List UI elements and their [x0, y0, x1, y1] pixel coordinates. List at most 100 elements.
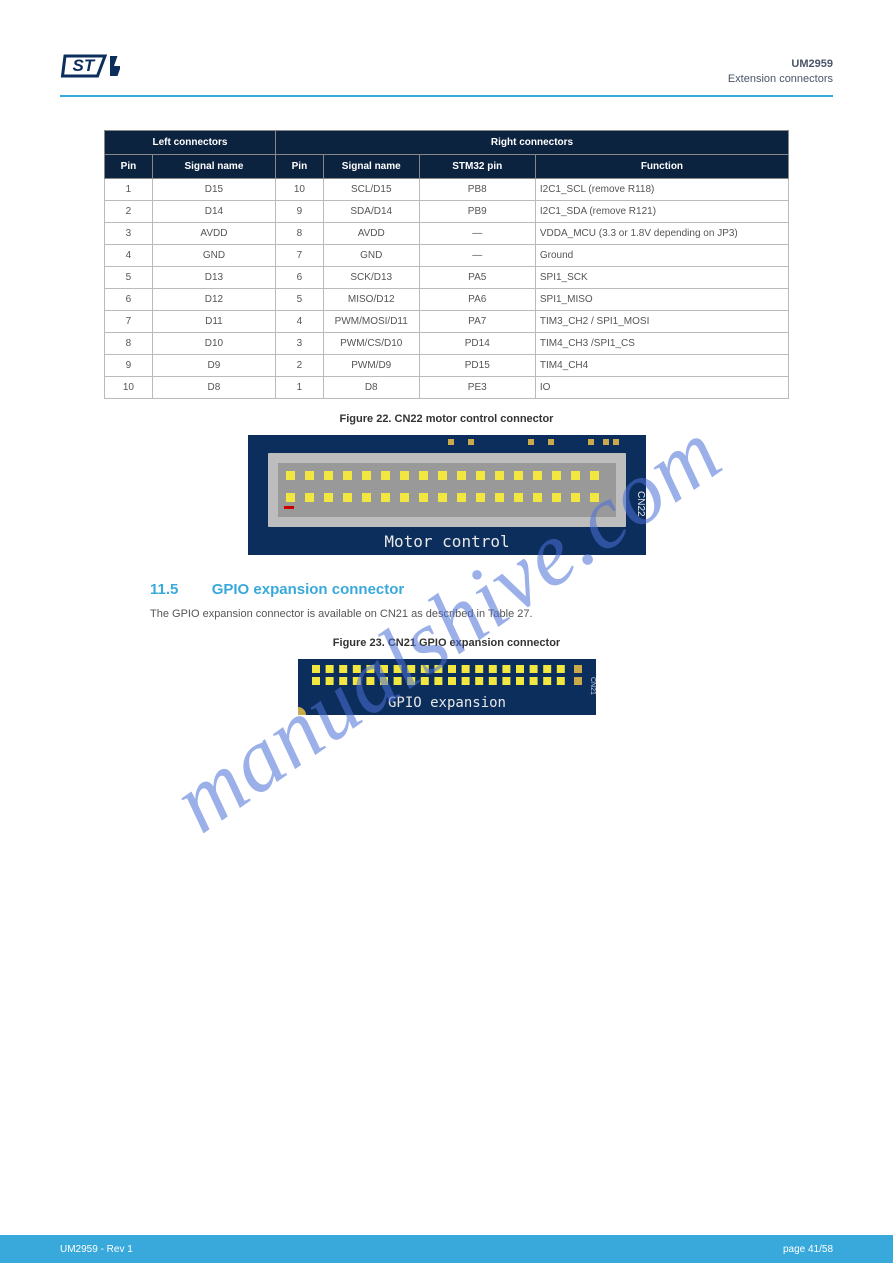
table-cell: VDDA_MCU (3.3 or 1.8V depending on JP3) [535, 223, 788, 245]
table-cell: PB8 [419, 179, 535, 201]
table-cell: — [419, 245, 535, 267]
table-cell: 2 [275, 355, 323, 377]
svg-text:CN21: CN21 [589, 677, 596, 695]
table-cell: GND [152, 245, 275, 267]
table-cell: SPI1_SCK [535, 267, 788, 289]
table-row: 4GND7GND—Ground [105, 245, 789, 267]
column-header: Signal name [323, 155, 419, 179]
table-row: 8D103PWM/CS/D10PD14TIM4_CH3 /SPI1_CS [105, 333, 789, 355]
st-logo: ST [60, 50, 120, 87]
gpio-connector-figure: CN21 GPIO expansion [298, 659, 596, 715]
table-cell: I2C1_SCL (remove R118) [535, 179, 788, 201]
connector-table: Left connectors Right connectors PinSign… [104, 130, 789, 399]
table-cell: I2C1_SDA (remove R121) [535, 201, 788, 223]
figure-23-title: Figure 23. CN21 GPIO expansion connector [60, 637, 833, 649]
table-row: 3AVDD8AVDD—VDDA_MCU (3.3 or 1.8V dependi… [105, 223, 789, 245]
table-row: 9D92PWM/D9PD15TIM4_CH4 [105, 355, 789, 377]
table-row: 6D125MISO/D12PA6SPI1_MISO [105, 289, 789, 311]
table-cell: SDA/D14 [323, 201, 419, 223]
table-cell: PD14 [419, 333, 535, 355]
table-cell: IO [535, 377, 788, 399]
table-cell: 6 [275, 267, 323, 289]
table-row: 7D114PWM/MOSI/D11PA7TIM3_CH2 / SPI1_MOSI [105, 311, 789, 333]
header-divider [60, 95, 833, 97]
section-number: 11.5 [150, 581, 178, 598]
table-cell: 3 [275, 333, 323, 355]
table-cell: D15 [152, 179, 275, 201]
table-cell: D10 [152, 333, 275, 355]
table-cell: 2 [105, 201, 153, 223]
section-title: GPIO expansion connector [212, 581, 405, 598]
group-header-right: Right connectors [275, 131, 788, 155]
page: ST UM2959 Extension connectors Left conn… [0, 0, 893, 1263]
table-row: 2D149SDA/D14PB9I2C1_SDA (remove R121) [105, 201, 789, 223]
table-row: 5D136SCK/D13PA5SPI1_SCK [105, 267, 789, 289]
table-cell: 6 [105, 289, 153, 311]
table-cell: TIM4_CH3 /SPI1_CS [535, 333, 788, 355]
table-cell: MISO/D12 [323, 289, 419, 311]
table-cell: 8 [275, 223, 323, 245]
column-header: Signal name [152, 155, 275, 179]
table-cell: Ground [535, 245, 788, 267]
table-cell: PWM/MOSI/D11 [323, 311, 419, 333]
table-cell: 4 [275, 311, 323, 333]
table-cell: D9 [152, 355, 275, 377]
table-cell: 1 [105, 179, 153, 201]
footer-right: page 41/58 [575, 1244, 833, 1255]
column-header: Pin [275, 155, 323, 179]
table-cell: GND [323, 245, 419, 267]
table-cell: TIM4_CH4 [535, 355, 788, 377]
table-cell: TIM3_CH2 / SPI1_MOSI [535, 311, 788, 333]
table-cell: 3 [105, 223, 153, 245]
section-body: The GPIO expansion connector is availabl… [150, 606, 833, 623]
svg-text:Motor control: Motor control [384, 532, 509, 551]
table-cell: 4 [105, 245, 153, 267]
column-header: Function [535, 155, 788, 179]
table-cell: SCK/D13 [323, 267, 419, 289]
table-row: 1D1510SCL/D15PB8I2C1_SCL (remove R118) [105, 179, 789, 201]
table-cell: PB9 [419, 201, 535, 223]
column-header: STM32 pin [419, 155, 535, 179]
table-cell: PD15 [419, 355, 535, 377]
table-cell: AVDD [152, 223, 275, 245]
table-cell: 9 [105, 355, 153, 377]
table-cell: SCL/D15 [323, 179, 419, 201]
table-cell: 10 [275, 179, 323, 201]
footer-left: UM2959 - Rev 1 [60, 1244, 318, 1255]
table-cell: — [419, 223, 535, 245]
table-cell: AVDD [323, 223, 419, 245]
table-cell: 5 [275, 289, 323, 311]
table-cell: PWM/D9 [323, 355, 419, 377]
table-cell: SPI1_MISO [535, 289, 788, 311]
svg-text:GPIO expansion: GPIO expansion [387, 695, 505, 711]
table-cell: PA5 [419, 267, 535, 289]
table-cell: D14 [152, 201, 275, 223]
footer-bar: UM2959 - Rev 1 page 41/58 [0, 1235, 893, 1263]
table-cell: D8 [152, 377, 275, 399]
table-cell: PA7 [419, 311, 535, 333]
table-cell: 7 [105, 311, 153, 333]
table-column-header-row: PinSignal namePinSignal nameSTM32 pinFun… [105, 155, 789, 179]
table-group-header-row: Left connectors Right connectors [105, 131, 789, 155]
group-header-left: Left connectors [105, 131, 276, 155]
column-header: Pin [105, 155, 153, 179]
table-cell: 10 [105, 377, 153, 399]
table-cell: D8 [323, 377, 419, 399]
svg-text:ST: ST [73, 56, 96, 75]
table-cell: D11 [152, 311, 275, 333]
table-cell: D13 [152, 267, 275, 289]
table-cell: 1 [275, 377, 323, 399]
table-cell: 9 [275, 201, 323, 223]
doc-section: Extension connectors [728, 73, 833, 85]
table-cell: PA6 [419, 289, 535, 311]
table-row: 10D81D8PE3IO [105, 377, 789, 399]
table-cell: PWM/CS/D10 [323, 333, 419, 355]
table-cell: D12 [152, 289, 275, 311]
doc-code: UM2959 [791, 58, 833, 70]
table-cell: 5 [105, 267, 153, 289]
table-cell: PE3 [419, 377, 535, 399]
motor-connector-figure: CN22 Motor control [248, 435, 646, 555]
table-cell: 7 [275, 245, 323, 267]
svg-text:CN22: CN22 [635, 491, 646, 517]
table-cell: 8 [105, 333, 153, 355]
